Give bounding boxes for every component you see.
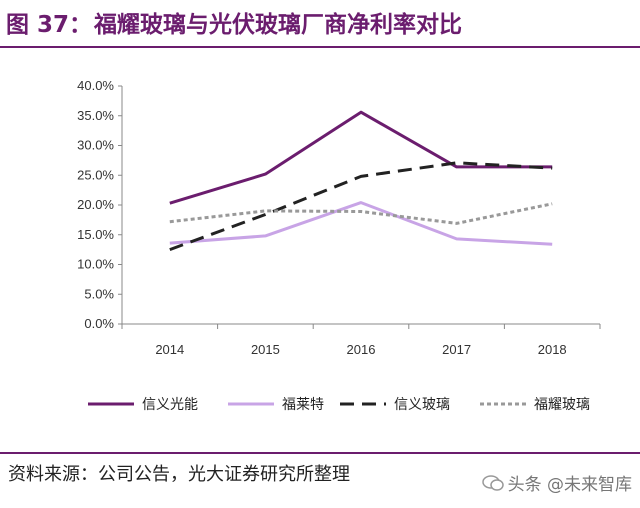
series-line-2 (169, 201, 553, 246)
chat-bubble-icon (481, 474, 504, 491)
y-tick-label: 0.0% (84, 316, 114, 331)
x-tick-label: 2017 (442, 342, 471, 357)
series-line-1 (169, 110, 553, 205)
legend-label-2: 福莱特 (282, 397, 324, 413)
y-tick-label: 10.0% (77, 257, 114, 272)
legend-label-4: 福耀玻璃 (534, 396, 590, 413)
source-note: 资料来源：公司公告，光大证券研究所整理 (8, 464, 350, 485)
y-tick-label: 25.0% (77, 167, 114, 182)
x-tick-label: 2014 (155, 342, 184, 357)
x-tick-label: 2016 (347, 342, 376, 357)
series-line-3 (169, 161, 553, 252)
footer-divider (0, 452, 640, 454)
y-tick-label: 15.0% (77, 227, 114, 242)
watermark-text: 头条 @未来智库 (507, 475, 632, 495)
line-chart: 0.0% 5.0% 10.0% 15.0% 20.0% 25.0% 30.0% 35.0% 40… (77, 78, 601, 413)
figure-label: 图 37： (6, 12, 93, 38)
y-axis: 0.0% 5.0% 10.0% 15.0% 20.0% 25.0% 30.0% 35.0% 40… (77, 78, 123, 331)
y-tick-label: 30.0% (77, 138, 114, 153)
series-layer (169, 110, 553, 252)
y-tick-label: 35.0% (77, 108, 114, 123)
legend-label-3: 信义玻璃 (394, 396, 450, 413)
y-tick-label: 20.0% (77, 197, 114, 212)
x-tick-label: 2018 (538, 342, 567, 357)
series-line-4 (169, 202, 553, 225)
legend: 信义光能 福莱特 信义玻璃 福耀玻璃 (88, 396, 590, 413)
y-tick-label: 5.0% (84, 286, 114, 301)
watermark: 头条 @未来智库 (481, 470, 632, 495)
figure-title-text: 福耀玻璃与光伏玻璃厂商净利率对比 (94, 12, 463, 38)
x-axis: 2014 2015 2016 2017 2018 (121, 323, 601, 357)
title-divider (0, 46, 640, 48)
figure-title: 图 37：福耀玻璃与光伏玻璃厂商净利率对比 (6, 8, 462, 42)
y-tick-label: 40.0% (77, 78, 114, 93)
legend-label-1: 信义光能 (142, 397, 198, 413)
x-tick-label: 2015 (251, 342, 280, 357)
